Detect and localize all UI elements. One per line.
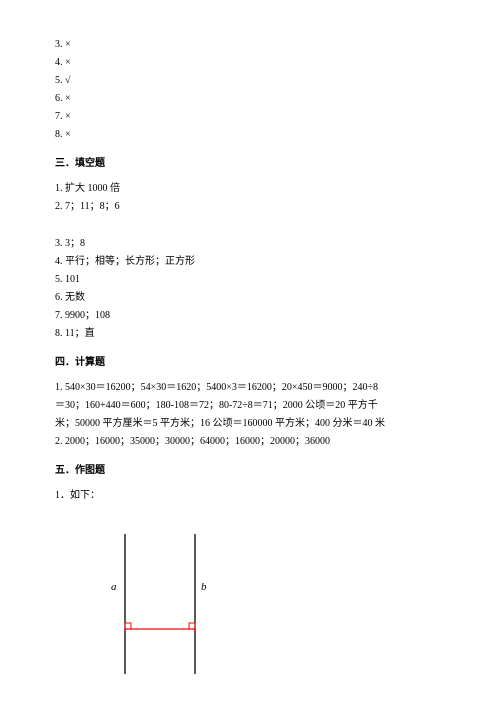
item-num: 3. (55, 39, 63, 50)
fill-blank-item: 6. 无数 (55, 289, 445, 306)
judgment-item: 5. √ (55, 72, 445, 89)
parallel-lines-figure: ab (95, 534, 445, 684)
judgment-item: 8. × (55, 126, 445, 143)
calculation-block: 1. 540×30＝16200；54×30＝1620；5400×3＝16200；… (55, 379, 445, 450)
item-mark: × (65, 111, 71, 122)
svg-text:a: a (111, 581, 117, 593)
calc-line: ＝30；160+440＝600；180-108＝72；80-72÷8＝71；20… (55, 397, 445, 414)
section-4-title: 四．计算题 (55, 354, 445, 371)
fill-blank-item: 5. 101 (55, 271, 445, 288)
fill-blank-item: 1. 扩大 1000 倍 (55, 180, 445, 197)
item-mark: × (65, 57, 71, 68)
fill-blank-group-2: 3. 3；8 4. 平行；相等；长方形；正方形 5. 101 6. 无数 7. … (55, 235, 445, 342)
item-num: 8. (55, 129, 63, 140)
section-3-title: 三．填空题 (55, 155, 445, 172)
judgment-item: 3. × (55, 36, 445, 53)
judgment-list: 3. × 4. × 5. √ 6. × 7. × 8. × (55, 36, 445, 143)
calc-line: 米；50000 平方厘米＝5 平方米；16 公顷＝160000 平方米；400 … (55, 415, 445, 432)
document-page: 3. × 4. × 5. √ 6. × 7. × 8. × 三．填空题 1. 扩… (0, 0, 500, 714)
fill-blank-item: 7. 9900；108 (55, 307, 445, 324)
fill-blank-item: 8. 11；直 (55, 325, 445, 342)
item-num: 6. (55, 93, 63, 104)
fill-blank-item: 4. 平行；相等；长方形；正方形 (55, 253, 445, 270)
fill-blank-group-1: 1. 扩大 1000 倍 2. 7；11；8；6 (55, 180, 445, 215)
section-5-title: 五．作图题 (55, 462, 445, 479)
judgment-item: 7. × (55, 108, 445, 125)
item-num: 7. (55, 111, 63, 122)
judgment-item: 6. × (55, 90, 445, 107)
item-mark: × (65, 93, 71, 104)
calc-line: 2. 2000；16000；35000；30000；64000；16000；20… (55, 433, 445, 450)
geometry-diagram: ab (95, 534, 225, 684)
svg-text:b: b (201, 581, 207, 593)
drawing-item: 1．如下： (55, 487, 445, 504)
item-num: 5. (55, 75, 63, 86)
judgment-item: 4. × (55, 54, 445, 71)
item-num: 4. (55, 57, 63, 68)
calc-line: 1. 540×30＝16200；54×30＝1620；5400×3＝16200；… (55, 379, 445, 396)
item-mark: √ (65, 75, 71, 86)
fill-blank-item: 3. 3；8 (55, 235, 445, 252)
fill-blank-item: 2. 7；11；8；6 (55, 198, 445, 215)
item-mark: × (65, 39, 71, 50)
item-mark: × (65, 129, 71, 140)
spacer (55, 216, 445, 234)
